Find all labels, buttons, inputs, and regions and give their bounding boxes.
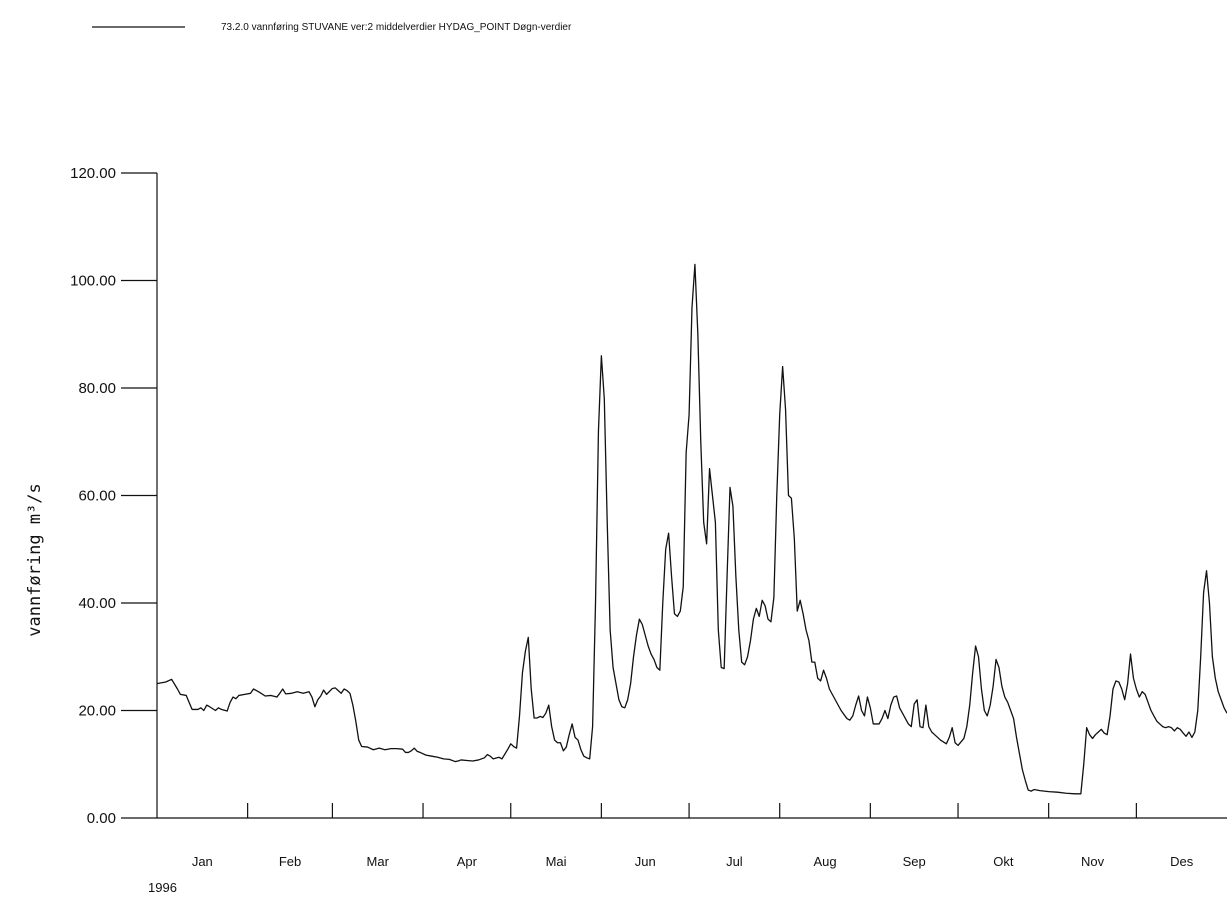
month-label: Jun	[635, 854, 656, 869]
legend-label: 73.2.0 vannføring STUVANE ver:2 middelve…	[221, 22, 572, 33]
month-label: Mai	[546, 854, 567, 869]
y-tick-label: 0.00	[87, 810, 116, 827]
y-tick-label: 100.00	[70, 273, 116, 290]
month-label: Feb	[279, 854, 301, 869]
month-label: Okt	[993, 854, 1014, 869]
y-tick-label: 120.00	[70, 165, 116, 182]
plot-area	[156, 263, 1227, 795]
legend: 73.2.0 vannføring STUVANE ver:2 middelve…	[92, 22, 572, 33]
month-label: Jan	[192, 854, 213, 869]
series-line-discharge	[156, 263, 1227, 795]
y-tick-label: 60.00	[78, 488, 116, 505]
month-label: Sep	[903, 854, 926, 869]
y-tick-label: 40.00	[78, 595, 116, 612]
y-axis-label: vannføring m³/s	[25, 483, 45, 637]
month-label: Nov	[1081, 854, 1105, 869]
year-label: 1996	[148, 880, 177, 895]
y-axis-ticks: 0.00 20.00 40.00 60.00 80.00 100.00 120.00	[70, 165, 157, 827]
y-tick-label: 80.00	[78, 380, 116, 397]
y-tick-label: 20.00	[78, 703, 116, 720]
x-axis-ticks: Jan Feb Mar Apr Mai Jun Jul Aug Sep Okt Nov Des	[192, 803, 1194, 869]
month-label: Aug	[813, 854, 836, 869]
month-label: Mar	[367, 854, 390, 869]
month-label: Apr	[457, 854, 478, 869]
month-label: Des	[1170, 854, 1194, 869]
month-label: Jul	[726, 854, 743, 869]
